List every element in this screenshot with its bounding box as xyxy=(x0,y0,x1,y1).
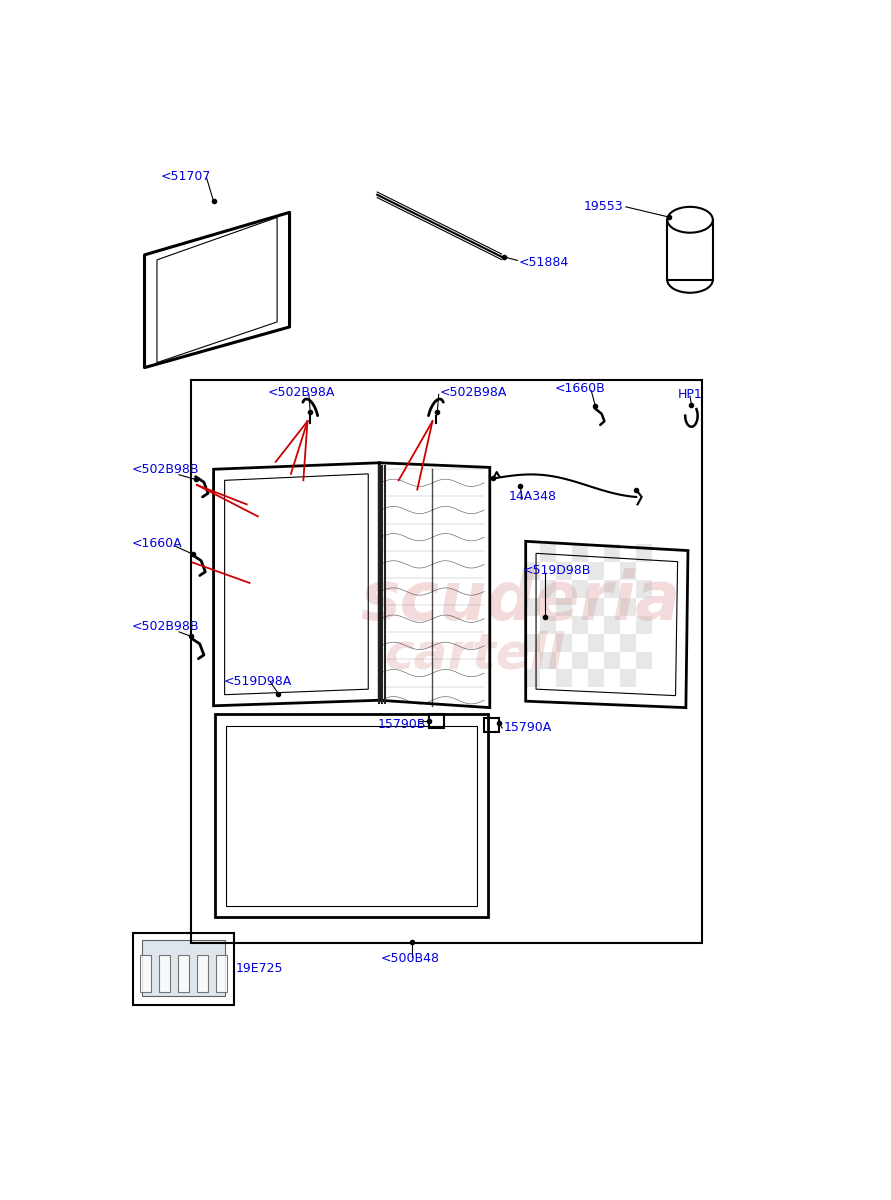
Bar xyxy=(604,580,620,598)
Text: <51884: <51884 xyxy=(519,256,569,269)
Text: <502B98A: <502B98A xyxy=(440,386,508,400)
Bar xyxy=(524,670,540,688)
Bar xyxy=(524,634,540,652)
Bar xyxy=(556,598,572,616)
Bar xyxy=(134,934,233,1006)
Bar xyxy=(636,580,652,598)
Bar xyxy=(540,580,556,598)
Text: scuderia: scuderia xyxy=(360,569,680,635)
Bar xyxy=(588,562,604,580)
Bar xyxy=(540,544,556,562)
Text: <502B98A: <502B98A xyxy=(267,386,335,400)
Text: 15790B: 15790B xyxy=(377,718,426,731)
Bar xyxy=(572,580,588,598)
Bar xyxy=(604,652,620,670)
Bar xyxy=(524,598,540,616)
Bar xyxy=(604,616,620,634)
Text: <519D98B: <519D98B xyxy=(523,564,592,577)
Text: <51707: <51707 xyxy=(161,170,211,182)
Text: <1660A: <1660A xyxy=(132,536,183,550)
Bar xyxy=(588,634,604,652)
Bar xyxy=(620,598,636,616)
Bar xyxy=(142,941,225,996)
Bar xyxy=(159,955,170,992)
Bar xyxy=(636,652,652,670)
Bar xyxy=(588,670,604,688)
Bar xyxy=(197,955,208,992)
Bar xyxy=(667,220,713,280)
Text: <502B98B: <502B98B xyxy=(132,463,200,475)
Text: 19553: 19553 xyxy=(584,200,624,214)
Text: 14A348: 14A348 xyxy=(509,491,556,504)
Bar xyxy=(191,379,702,943)
Bar xyxy=(556,670,572,688)
Bar xyxy=(620,670,636,688)
Bar xyxy=(604,544,620,562)
Bar xyxy=(572,544,588,562)
Bar xyxy=(620,634,636,652)
Bar xyxy=(216,955,226,992)
Bar xyxy=(524,562,540,580)
Text: <519D98A: <519D98A xyxy=(224,676,291,689)
Bar xyxy=(572,652,588,670)
Bar xyxy=(178,955,189,992)
Bar xyxy=(141,955,151,992)
Ellipse shape xyxy=(667,206,713,233)
Bar xyxy=(636,616,652,634)
Bar xyxy=(620,562,636,580)
Bar xyxy=(540,652,556,670)
Text: <1660B: <1660B xyxy=(555,383,606,395)
Text: cartell: cartell xyxy=(384,630,564,678)
Bar xyxy=(636,544,652,562)
Text: <502B98B: <502B98B xyxy=(132,620,200,632)
Bar xyxy=(556,634,572,652)
Text: 15790A: 15790A xyxy=(503,721,552,734)
Bar xyxy=(588,598,604,616)
Bar xyxy=(556,562,572,580)
Bar xyxy=(429,714,445,728)
Bar xyxy=(485,718,500,732)
Bar xyxy=(572,616,588,634)
Bar xyxy=(540,616,556,634)
Text: <500B48: <500B48 xyxy=(380,953,439,966)
Text: 19E725: 19E725 xyxy=(235,961,283,974)
Text: HP1: HP1 xyxy=(677,388,702,401)
